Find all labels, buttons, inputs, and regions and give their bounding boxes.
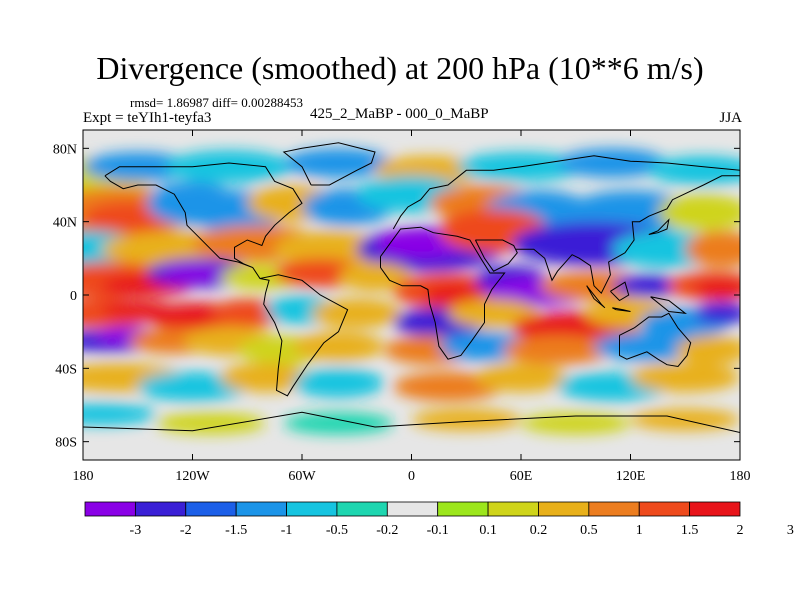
y-tick-label: 40N	[53, 216, 77, 231]
x-tick-label: 0	[408, 469, 415, 484]
subtitle: 425_2_MaBP - 000_0_MaBP	[310, 106, 489, 122]
colorbar-label: -1.5	[225, 523, 247, 538]
field-blob	[657, 194, 740, 231]
season-label: JJA	[719, 110, 742, 126]
experiment-label: Expt = teYIh1-teyfa3	[83, 110, 212, 126]
field-blob	[274, 230, 385, 268]
colorbar-label: 1.5	[681, 523, 699, 538]
field-blob	[630, 362, 740, 393]
field-blob	[165, 150, 293, 184]
x-axis: 180 120W 60W 0 60E 120E 180	[73, 130, 751, 484]
field-blob	[448, 298, 540, 329]
field-blob	[612, 274, 686, 297]
field-blob	[694, 302, 740, 325]
colorbar-swatch	[487, 501, 539, 517]
field-blob	[292, 368, 385, 398]
colorbar-swatch	[588, 501, 640, 517]
coastline	[650, 296, 688, 314]
field-blob	[676, 335, 740, 365]
chart-title: Divergence (smoothed) at 200 hPa (10**6 …	[96, 50, 704, 86]
colorbar-swatch	[689, 501, 741, 517]
field-blob	[159, 263, 226, 283]
colorbar-label: 0.2	[530, 523, 548, 538]
colorbar-label: -0.2	[376, 523, 398, 538]
colorbar-label: 1	[636, 523, 643, 538]
coastline	[83, 411, 740, 433]
colorbar-swatch	[437, 501, 489, 517]
field-blob	[283, 148, 394, 178]
colorbar-label: -0.1	[427, 523, 449, 538]
colorbar-label: -0.5	[326, 523, 348, 538]
colorbar-swatch	[286, 501, 338, 517]
colorbar-label: 0.5	[580, 523, 598, 538]
y-tick-label: 80S	[55, 436, 77, 451]
x-tick-label: 60W	[288, 469, 316, 484]
coastline	[648, 218, 670, 235]
coastline	[380, 226, 506, 360]
coastline	[586, 285, 606, 309]
field-blob	[694, 278, 740, 301]
y-tick-label: 80N	[53, 142, 77, 157]
field-blob	[210, 298, 284, 329]
colorbar-label: 0.1	[479, 523, 497, 538]
colorbar-label: 3	[787, 523, 794, 538]
y-tick-label: 40S	[55, 362, 77, 377]
field-blob	[292, 331, 385, 362]
colorbar-label: -2	[180, 523, 192, 538]
coastline	[282, 142, 376, 186]
colorbar-label: 2	[737, 523, 744, 538]
colorbar: -3 -2 -1.5 -1 -0.5 -0.2 -0.1 0.1 0.2 0.5 1 1.5 2 3	[84, 501, 794, 538]
field-blob	[475, 362, 567, 393]
field-blob	[219, 362, 312, 393]
x-tick-label: 180	[730, 469, 751, 484]
colorbar-swatch	[538, 501, 590, 517]
field-blob	[393, 372, 503, 402]
field-blob	[283, 412, 394, 435]
field-layer	[83, 148, 740, 435]
coastline	[612, 307, 631, 312]
stats-text: rmsd= 1.86987 diff= 0.00288453	[130, 95, 303, 110]
colorbar-swatch	[386, 501, 439, 517]
y-axis: 80N 40N 0 40S 80S	[53, 142, 740, 451]
colorbar-swatch	[134, 501, 187, 517]
colorbar-swatch	[638, 501, 691, 517]
y-tick-label: 0	[70, 289, 77, 304]
field-blob	[502, 335, 613, 365]
field-blob	[338, 262, 412, 292]
coastline	[392, 155, 740, 230]
field-blob	[311, 298, 403, 329]
field-blob	[83, 403, 156, 426]
colorbar-swatch	[336, 501, 388, 517]
coastline-layer	[83, 142, 740, 433]
field-blob	[685, 230, 740, 268]
field-blob	[557, 148, 667, 178]
x-tick-label: 60E	[510, 469, 533, 484]
field-blob	[411, 408, 521, 431]
x-tick-label: 120E	[616, 469, 646, 484]
colorbar-label: -1	[281, 523, 293, 538]
coastline	[104, 162, 349, 397]
colorbar-swatch	[235, 501, 287, 517]
x-tick-label: 120W	[175, 469, 210, 484]
field-blob	[137, 372, 248, 402]
field-blob	[648, 155, 740, 185]
coastline	[619, 312, 692, 368]
colorbar-label: -3	[130, 523, 142, 538]
colorbar-swatch	[84, 501, 136, 517]
field-blob	[156, 412, 266, 435]
coastline	[610, 281, 630, 302]
x-tick-label: 180	[73, 469, 94, 484]
coastline	[515, 175, 740, 295]
field-blob	[594, 331, 704, 362]
colorbar-swatch	[185, 501, 237, 517]
